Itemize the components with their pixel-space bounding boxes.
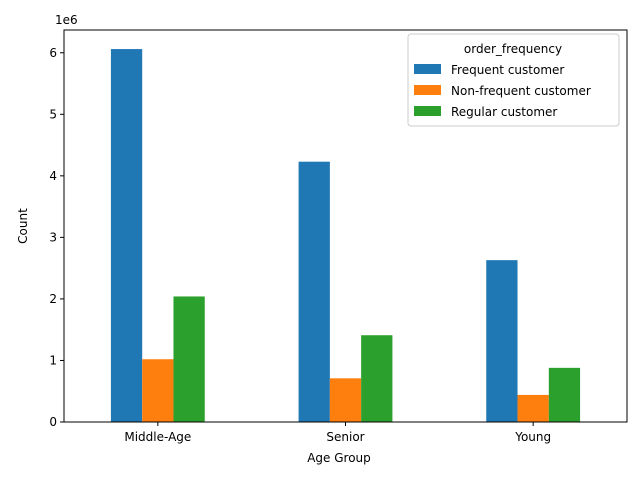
y-tick-label: 6 xyxy=(49,46,57,60)
y-tick-label: 0 xyxy=(49,415,57,429)
y-tick-label: 1 xyxy=(49,353,57,367)
x-axis-label: Age Group xyxy=(307,451,371,465)
bar-senior-series-2 xyxy=(329,378,362,422)
bar-young-series-3 xyxy=(548,367,581,422)
y-tick-label: 2 xyxy=(49,292,57,306)
legend-label: Frequent customer xyxy=(451,63,564,77)
legend-entries: Frequent customer Non-frequent customer Re… xyxy=(414,63,591,119)
x-tick-label: Senior xyxy=(326,430,364,444)
bar-young-series-1 xyxy=(486,260,518,422)
y-tick-label: 3 xyxy=(49,230,57,244)
legend-swatch xyxy=(414,106,441,116)
bar-senior-series-1 xyxy=(298,161,330,422)
bar-middle-age-series-1 xyxy=(110,49,143,422)
legend-swatch xyxy=(414,64,441,74)
x-tick-label: Middle-Age xyxy=(124,430,191,444)
x-tick-label: Young xyxy=(514,430,551,444)
bar-middle-age-series-3 xyxy=(173,296,205,422)
y-tick-label: 5 xyxy=(49,107,57,121)
y-axis-label: Count xyxy=(16,208,30,244)
legend-swatch xyxy=(414,85,441,95)
legend-label: Non-frequent customer xyxy=(451,84,591,98)
axes-layer: 0 1 2 3 4 5 6 Middle-Age Senior Young xyxy=(49,29,628,444)
legend-frame xyxy=(407,33,620,127)
y-tick-label: 4 xyxy=(49,169,57,183)
y-scale-label: 1e6 xyxy=(55,13,78,27)
legend-label: Regular customer xyxy=(451,105,557,119)
bar-senior-series-3 xyxy=(361,335,393,422)
bars-layer xyxy=(110,49,581,422)
bar-young-series-2 xyxy=(517,394,549,422)
legend-title: order_frequency xyxy=(464,42,562,56)
legend: order_frequency Frequent customer Non-fre… xyxy=(407,33,620,127)
bar-middle-age-series-2 xyxy=(142,359,174,422)
